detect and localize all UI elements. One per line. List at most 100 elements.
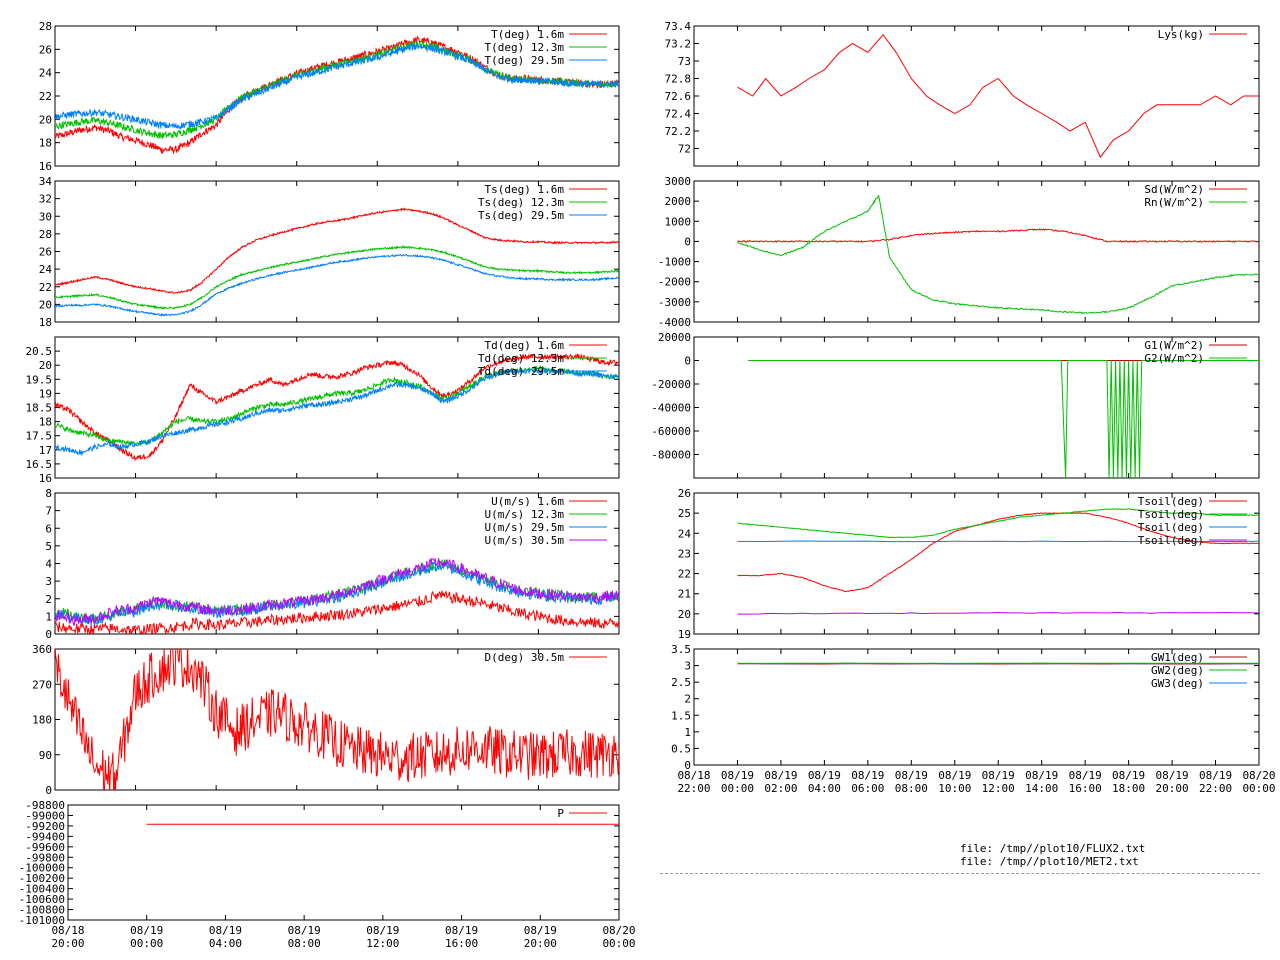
legend-label: T(deg) 29.5m — [485, 54, 565, 67]
legend-label: Td(deg) 12.3m — [478, 352, 564, 365]
x-tick-date-label: 08/19 — [721, 769, 754, 782]
y-tick-label: 3.5 — [671, 643, 691, 656]
plot-frame — [67, 804, 620, 921]
series-line-rad-1 — [737, 194, 1259, 315]
y-tick-label: 16.5 — [26, 458, 53, 471]
y-tick-label: 0 — [684, 355, 691, 368]
legend-label: Sd(W/m^2) — [1144, 183, 1204, 196]
y-tick-label: 2 — [45, 593, 52, 606]
y-tick-label: 72.6 — [665, 90, 692, 103]
legend-label: T(deg) 1.6m — [491, 28, 564, 41]
y-tick-label: 26 — [39, 246, 52, 259]
y-tick-label: 24 — [39, 67, 53, 80]
legend-label: D(deg) 30.5m — [485, 651, 565, 664]
legend-label: Ts(deg) 12.3m — [478, 196, 564, 209]
y-tick-label: 18 — [39, 316, 52, 329]
series-line-u-3 — [55, 557, 619, 626]
series-line-tsoil-1 — [737, 508, 1259, 539]
y-tick-label: 20 — [39, 298, 52, 311]
y-tick-label: -60000 — [651, 425, 691, 438]
x-tick-date-label: 08/20 — [1242, 769, 1275, 782]
y-tick-label: -99400 — [25, 830, 65, 843]
y-tick-label: 22 — [39, 90, 52, 103]
y-tick-label: 270 — [32, 678, 52, 691]
x-tick-date-label: 08/19 — [1199, 769, 1232, 782]
series-line-t-2 — [55, 42, 619, 131]
x-tick-date-label: 08/19 — [1112, 769, 1145, 782]
y-tick-label: 5 — [45, 540, 52, 553]
plot-frame — [693, 180, 1260, 323]
x-tick-time-label: 22:00 — [1199, 782, 1232, 795]
panel-d: 0 90 180 270 360 D(deg) 30.5m — [32, 643, 620, 797]
series-line-td-0 — [55, 353, 619, 462]
legend-label: T(deg) 12.3m — [485, 41, 565, 54]
y-tick-label: 3 — [45, 575, 52, 588]
y-tick-label: 22 — [678, 568, 691, 581]
y-tick-label: 20000 — [658, 331, 691, 344]
legend-label: U(m/s) 30.5m — [485, 534, 565, 547]
x-tick-time-label: 04:00 — [209, 937, 242, 950]
y-tick-label: 0.5 — [671, 742, 691, 755]
x-tick-time-label: 00:00 — [130, 937, 163, 950]
x-tick-date-label: 08/19 — [445, 924, 478, 937]
legend-label: Tsoil(deg) — [1138, 508, 1204, 521]
y-tick-label: -99200 — [25, 820, 65, 833]
panel-gw: 00.511.522.533.508/1822:0008/1900:0008/1… — [671, 643, 1275, 795]
x-tick-time-label: 20:00 — [524, 937, 557, 950]
legend-label: Tsoil(deg) — [1138, 534, 1204, 547]
file-label-met: file: /tmp//plot10/MET2.txt — [960, 855, 1139, 868]
legend-label: U(m/s) 29.5m — [485, 521, 565, 534]
series-line-ts-1 — [55, 245, 619, 310]
y-tick-label: 17.5 — [26, 430, 53, 443]
y-tick-label: 18 — [39, 416, 52, 429]
y-tick-label: -101000 — [19, 914, 65, 927]
legend-label: U(m/s) 12.3m — [485, 508, 565, 521]
y-tick-label: 18 — [39, 137, 52, 150]
y-tick-label: 24 — [678, 527, 692, 540]
x-tick-date-label: 08/19 — [288, 924, 321, 937]
y-tick-label: 2000 — [665, 195, 692, 208]
series-line-tsoil-0 — [737, 512, 1259, 593]
y-tick-label: 6 — [45, 522, 52, 535]
series-line-tsoil-2 — [737, 540, 1259, 543]
y-tick-label: -3000 — [658, 296, 691, 309]
y-tick-label: -4000 — [658, 316, 691, 329]
y-tick-label: 26 — [678, 487, 691, 500]
y-tick-label: 25 — [678, 507, 691, 520]
y-tick-label: 32 — [39, 193, 52, 206]
x-tick-date-label: 08/19 — [982, 769, 1015, 782]
y-tick-label: 23 — [678, 547, 691, 560]
y-tick-label: 20 — [39, 113, 52, 126]
y-tick-label: 19 — [39, 387, 52, 400]
panel-u: 0 1 2 3 4 5 6 7 8 U(m/s) 1.6mU(m/s) 12.3mU(m/s) 2… — [45, 487, 620, 641]
y-tick-label: 19 — [678, 628, 691, 641]
y-tick-label: 2.5 — [671, 676, 691, 689]
y-tick-label: 19.5 — [26, 373, 53, 386]
y-tick-label: -100200 — [19, 872, 65, 885]
y-tick-label: 28 — [39, 20, 52, 33]
legend-label: Td(deg) 29.5m — [478, 365, 564, 378]
y-tick-label: -100600 — [19, 893, 65, 906]
y-tick-label: 72 — [678, 143, 691, 156]
legend-label: Ts(deg) 1.6m — [485, 183, 565, 196]
y-tick-label: 30 — [39, 210, 52, 223]
x-tick-time-label: 00:00 — [721, 782, 754, 795]
y-tick-label: 17 — [39, 444, 52, 457]
x-tick-time-label: 20:00 — [1156, 782, 1189, 795]
x-tick-time-label: 16:00 — [445, 937, 478, 950]
plot-frame — [693, 492, 1260, 635]
y-tick-label: 360 — [32, 643, 52, 656]
panel-rad: -4000 -3000 -2000 -1000 0 1000 2000 3000 Sd(W/m^… — [658, 175, 1260, 329]
y-tick-label: 1 — [45, 610, 52, 623]
panel-tsoil: 1920212223242526Tsoil(deg)Tsoil(deg)Tsoi… — [678, 487, 1260, 641]
y-tick-label: 72.2 — [665, 125, 692, 138]
series-line-g-1 — [748, 360, 1259, 478]
series-line-ts-2 — [55, 253, 619, 317]
x-tick-date-label: 08/19 — [1069, 769, 1102, 782]
x-tick-time-label: 06:00 — [851, 782, 884, 795]
x-tick-date-label: 08/19 — [130, 924, 163, 937]
y-tick-label: 0 — [45, 784, 52, 797]
y-tick-label: 8 — [45, 487, 52, 500]
x-tick-time-label: 12:00 — [366, 937, 399, 950]
